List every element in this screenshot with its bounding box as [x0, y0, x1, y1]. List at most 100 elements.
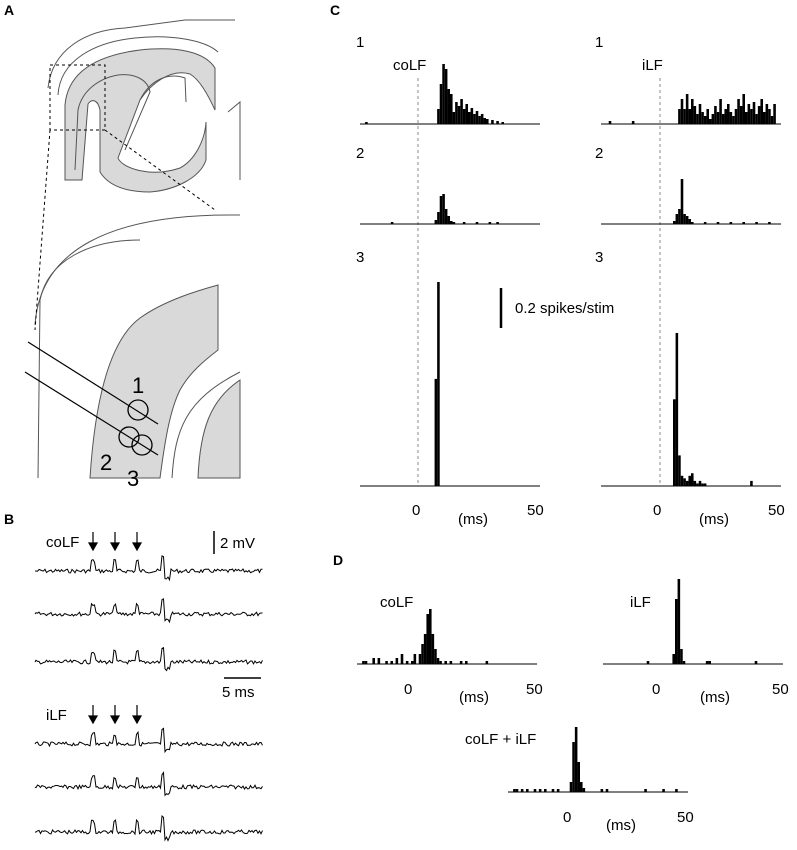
bar-c2-ilf [685, 216, 689, 224]
bar-c2-ilf [729, 222, 733, 224]
bar-d-ilf [672, 654, 675, 664]
d-label-colf: coLF [380, 594, 413, 611]
bar-c1-ilf [760, 99, 763, 124]
bar-d-colf [395, 658, 399, 664]
raw-trace [35, 555, 263, 582]
zoom-box [34, 64, 216, 331]
bar-c2-colf [434, 220, 438, 224]
site-1-label: 1 [132, 373, 144, 398]
bar-c2-colf [462, 222, 466, 224]
bar-c2-colf [439, 196, 443, 224]
c-row-label-1-right: 1 [595, 34, 603, 51]
bar-c1-colf [439, 84, 443, 124]
bar-c1-ilf [716, 112, 720, 124]
bar-d-colf-ilf [538, 789, 542, 792]
c-tick-50-left: 50 [527, 502, 544, 519]
bar-c3-ilf [680, 475, 684, 486]
c-row-label-2-left: 2 [356, 145, 364, 162]
bar-d-ilf [677, 579, 681, 664]
bar-c1-ilf [763, 112, 766, 124]
raw-trace [34, 646, 263, 672]
bar-c1-colf [470, 108, 474, 124]
bar-c1-ilf [755, 114, 758, 124]
bar-c3-ilf [696, 483, 699, 486]
bar-c1-colf [480, 114, 484, 124]
bar-d-colf-ilf [644, 789, 647, 792]
bar-c3-colf [434, 378, 438, 486]
bar-c1-ilf [752, 102, 756, 124]
c-row-label-3-right: 3 [595, 249, 603, 266]
raw-trace [34, 727, 263, 754]
bar-c3-ilf [698, 480, 702, 486]
d-xunit-a: (ms) [459, 689, 489, 706]
bar-c1-ilf [745, 112, 748, 124]
c-col-label-colf: coLF [393, 57, 426, 74]
bar-c2-ilf [680, 179, 684, 224]
bar-c2-ilf [675, 214, 679, 224]
bar-d-ilf [646, 661, 650, 664]
stim-arrow-icon [87, 715, 99, 725]
bar-c1-ilf [757, 106, 761, 124]
bar-c2-colf [450, 221, 453, 224]
bar-c1-ilf [680, 99, 684, 124]
stim-arrow-icon [109, 715, 121, 725]
bar-d-colf [362, 661, 365, 664]
bar-c1-ilf [688, 109, 691, 124]
raw-trace [34, 814, 263, 842]
granular-layer-c [197, 379, 241, 479]
bar-c1-colf [501, 122, 504, 124]
bar-d-colf-ilf [600, 789, 604, 792]
bar-c1-ilf [773, 104, 776, 124]
bar-c1-ilf [703, 116, 707, 124]
bar-d-colf [377, 658, 381, 664]
bar-d-colf [459, 661, 463, 664]
bar-c3-ilf [685, 480, 689, 486]
bar-c3-ilf [701, 483, 704, 486]
c-xunit-left: (ms) [458, 511, 488, 528]
bar-c2-colf [447, 216, 450, 224]
inner-fold [139, 75, 187, 103]
folium-surface [57, 36, 219, 96]
bar-c1-colf [468, 112, 471, 124]
stim-arrow-icon [131, 542, 143, 552]
bar-d-colf-ilf [675, 789, 678, 792]
bar-c2-colf [444, 209, 448, 224]
bar-c1-colf [447, 89, 450, 124]
c-tick-50-right: 50 [768, 502, 785, 519]
bar-c3-ilf [750, 480, 753, 486]
folium-outline [47, 19, 235, 89]
stim-arrow-icon [131, 715, 143, 725]
bar-c1-ilf [608, 121, 612, 124]
panel-d-letter: D [333, 552, 343, 568]
bar-c2-colf [390, 222, 394, 224]
bar-d-colf-ilf [662, 789, 665, 792]
bar-c1-colf [444, 69, 448, 124]
bar-c1-ilf [768, 109, 771, 124]
bar-c2-ilf [742, 222, 745, 224]
bar-d-colf [485, 661, 489, 664]
stim-arrow-icon [87, 542, 99, 552]
bar-c3-ilf [675, 333, 679, 486]
granular-layer-a [64, 48, 216, 193]
bar-c1-colf [465, 104, 468, 124]
bar-d-colf [385, 661, 388, 664]
bar-c1-colf [442, 64, 445, 124]
bar-c1-ilf [698, 104, 702, 124]
panel-b-letter: B [4, 511, 14, 527]
panel-a-cerebellum-drawing [34, 19, 241, 479]
bar-d-colf [444, 661, 447, 664]
bar-c2-colf [437, 212, 440, 224]
bar-c1-colf [365, 122, 368, 124]
bar-d-colf [449, 661, 453, 664]
bar-c1-ilf [747, 104, 751, 124]
b-stim-label-colf: coLF [46, 534, 79, 551]
bar-d-colf-ilf [513, 789, 516, 792]
b-scale-v-label: 2 mV [220, 535, 255, 552]
c-xunit-right: (ms) [699, 511, 729, 528]
bar-c2-ilf [688, 219, 691, 224]
bar-c1-colf [486, 119, 489, 124]
panel-a-letter: A [4, 2, 14, 18]
bar-c2-ilf [691, 222, 694, 224]
c-tick-0-right: 0 [653, 502, 661, 519]
